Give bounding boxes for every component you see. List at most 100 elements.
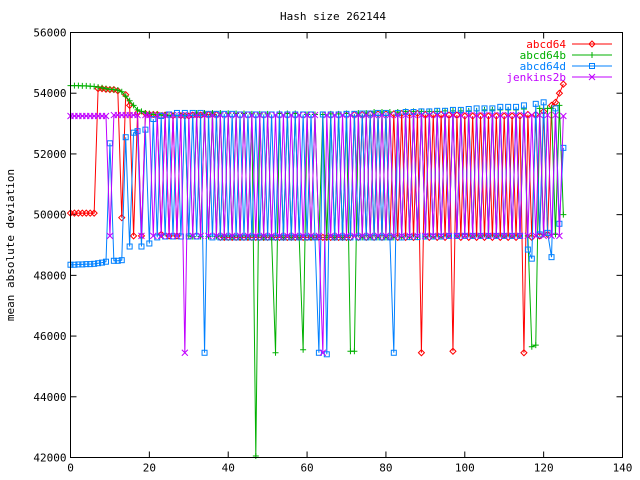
- data-point: [480, 233, 489, 242]
- data-point: [382, 232, 390, 240]
- data-point: [339, 111, 346, 119]
- axis-ticks: 0 20 40 60 80 100 120 140 42000 44000 46000 48000 50…: [33, 27, 632, 475]
- data-point: [129, 232, 138, 240]
- legend-marker: [589, 63, 595, 69]
- data-point: [236, 232, 244, 240]
- data-point: [319, 111, 326, 118]
- data-point: [252, 111, 259, 118]
- data-point: [228, 232, 236, 240]
- data-point: [508, 232, 516, 240]
- data-point: [362, 111, 370, 119]
- data-point: [220, 232, 228, 240]
- data-point: [110, 257, 117, 264]
- data-point: [484, 112, 493, 120]
- data-point: [468, 112, 477, 120]
- data-point: [477, 232, 484, 240]
- data-point: [481, 111, 488, 119]
- data-point: [201, 111, 208, 119]
- data-point: [560, 211, 567, 218]
- data-point: [476, 112, 485, 120]
- data-point: [505, 103, 512, 110]
- data-point: [465, 233, 473, 242]
- data-point: [264, 111, 271, 119]
- data-point: [394, 111, 402, 119]
- data-point: [193, 233, 200, 240]
- data-point: [520, 349, 528, 357]
- data-point: [457, 111, 465, 119]
- data-point: [504, 233, 512, 242]
- data-point: [201, 349, 208, 356]
- data-point: [406, 232, 413, 240]
- y-tick-label: 44000: [33, 391, 66, 404]
- data-point: [528, 255, 535, 262]
- data-point: [185, 111, 193, 119]
- data-point: [276, 111, 283, 118]
- data-point: [401, 233, 410, 242]
- data-point: [260, 232, 268, 240]
- data-point: [374, 232, 382, 240]
- plot-frame: [70, 32, 623, 458]
- data-point: [173, 232, 181, 240]
- data-point: [157, 232, 165, 240]
- data-point: [71, 261, 78, 268]
- data-point: [386, 109, 393, 116]
- data-point: [410, 111, 417, 119]
- data-point: [181, 349, 189, 357]
- data-point: [177, 111, 185, 119]
- data-point: [260, 111, 267, 118]
- data-point: [402, 111, 409, 119]
- y-axis-label: mean absolute deviation: [4, 169, 17, 321]
- data-point: [492, 232, 500, 240]
- data-point: [240, 111, 248, 119]
- data-point: [485, 232, 492, 240]
- legend-label: jenkins2b: [506, 71, 566, 84]
- data-point: [134, 111, 141, 119]
- data-point: [442, 107, 449, 114]
- data-point: [209, 111, 216, 119]
- data-point: [149, 232, 157, 240]
- data-point: [193, 111, 201, 119]
- data-point: [91, 83, 98, 90]
- data-point: [378, 111, 386, 119]
- data-point: [445, 111, 453, 119]
- data-point: [268, 111, 275, 118]
- x-tick-label: 80: [379, 462, 392, 475]
- data-point: [552, 105, 559, 112]
- data-point: [556, 102, 563, 109]
- data-point: [327, 111, 334, 118]
- data-point: [409, 233, 418, 242]
- data-point: [213, 232, 220, 240]
- data-point: [327, 232, 335, 240]
- data-point: [422, 232, 429, 240]
- series-line-jenkins2b: [70, 114, 564, 353]
- data-point: [130, 102, 137, 109]
- y-tick-label: 46000: [33, 330, 66, 343]
- plot-area: [66, 80, 568, 459]
- data-point: [291, 232, 299, 240]
- data-point: [461, 112, 469, 120]
- data-point: [449, 347, 457, 355]
- data-point: [366, 232, 374, 240]
- data-point: [496, 233, 504, 242]
- data-point: [170, 233, 177, 240]
- data-point: [548, 232, 555, 240]
- data-point: [252, 232, 260, 240]
- data-point: [256, 111, 264, 119]
- data-point: [532, 232, 540, 240]
- data-point: [548, 254, 555, 261]
- data-point: [417, 349, 426, 357]
- data-point: [292, 111, 299, 118]
- data-point: [268, 232, 275, 240]
- x-tick-label: 40: [222, 462, 235, 475]
- data-point: [299, 232, 307, 240]
- data-point: [197, 232, 204, 240]
- legend-label: abcd64b: [520, 49, 566, 62]
- data-point: [126, 243, 133, 250]
- data-point: [426, 108, 433, 115]
- data-point: [87, 261, 94, 268]
- data-point: [343, 232, 350, 240]
- data-point: [434, 107, 441, 114]
- data-point: [102, 112, 110, 120]
- data-point: [232, 111, 240, 119]
